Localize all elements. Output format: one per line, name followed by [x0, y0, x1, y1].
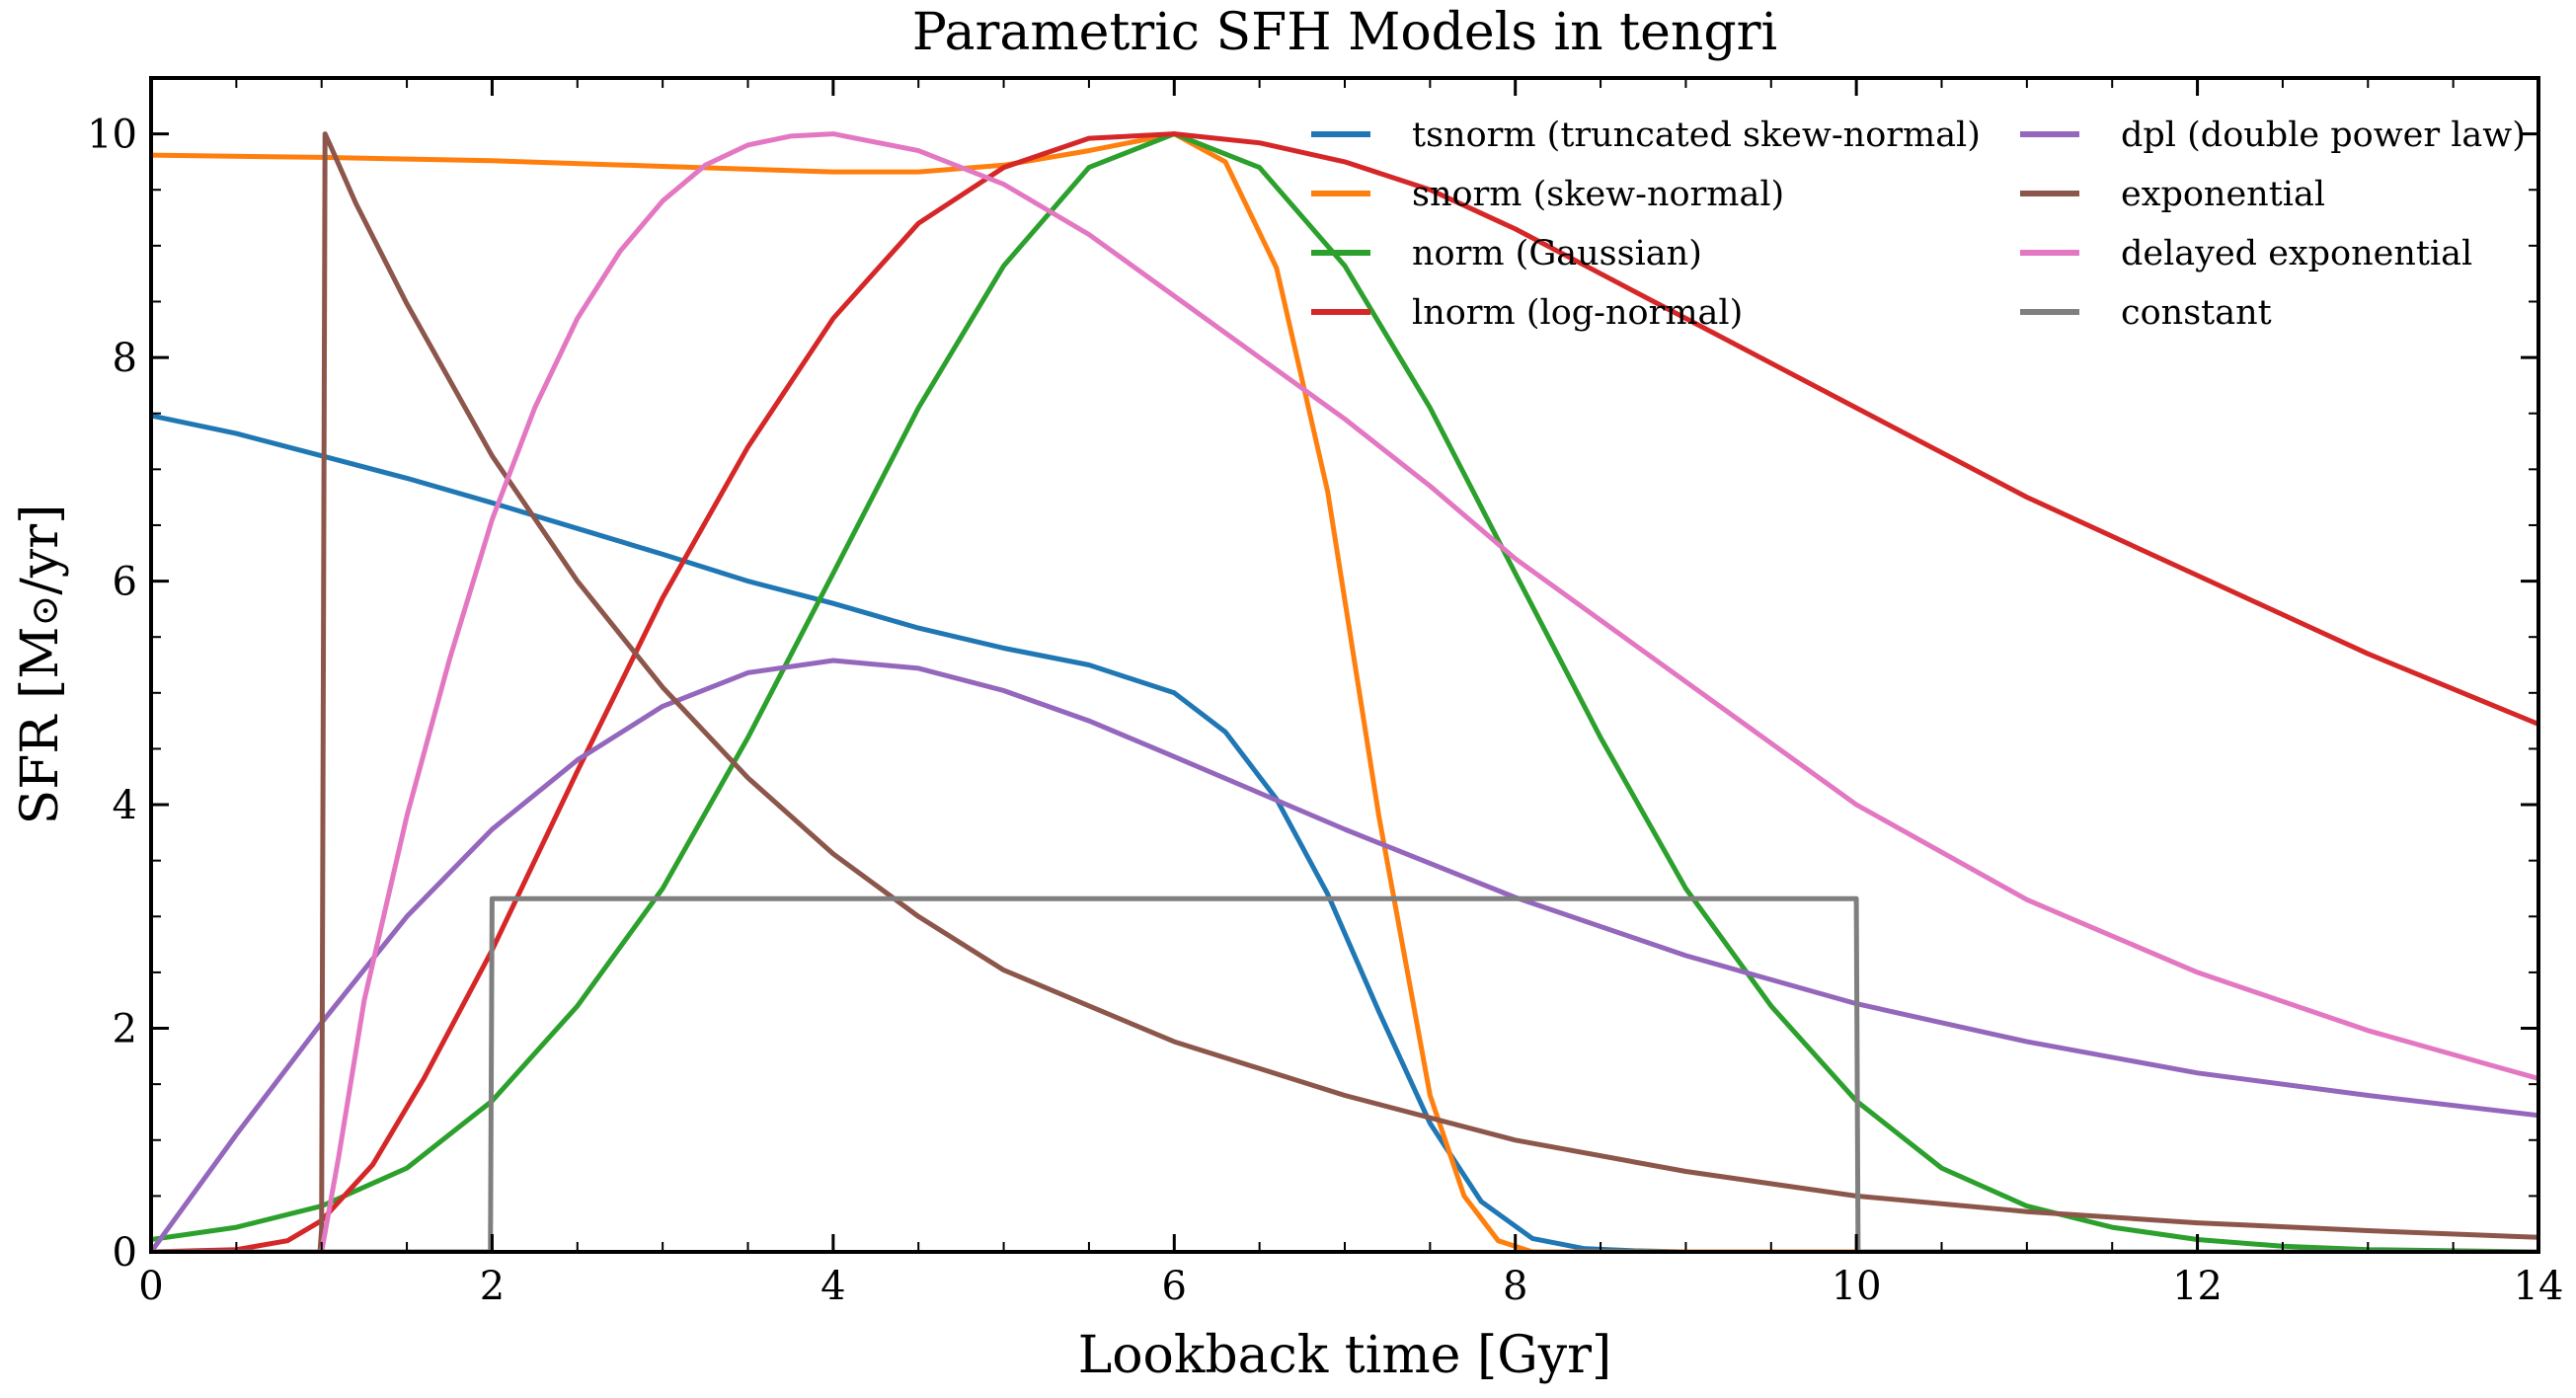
y-tick-label: 10 — [87, 113, 137, 158]
y-tick-label: 0 — [113, 1230, 137, 1276]
tick-labels-layer: 0 2 4 6 8 10 12 14 0 2 4 6 8 10 — [87, 113, 2563, 1309]
x-tick-label: 6 — [1162, 1264, 1187, 1309]
legend-item: delayed exponential — [2020, 234, 2472, 273]
legend-label: delayed exponential — [2121, 234, 2472, 273]
legend-label: lnorm (log-normal) — [1412, 293, 1743, 333]
series-line-1 — [151, 131, 2538, 1252]
y-tick-label: 6 — [113, 560, 137, 605]
y-tick-label: 4 — [113, 783, 137, 828]
chart-title: Parametric SFH Models in tengri — [912, 3, 1777, 62]
series-line-6 — [151, 131, 2538, 1252]
plot-frame — [149, 76, 2540, 1254]
series-line-5 — [151, 131, 2538, 1252]
x-axis-label: Lookback time [Gyr] — [1078, 1326, 1612, 1385]
legend-label: constant — [2121, 293, 2272, 333]
chart-legend: tsnorm (truncated skew-normal) snorm (ske… — [1311, 116, 2526, 333]
legend-label: norm (Gaussian) — [1412, 234, 1702, 273]
legend-item: exponential — [2020, 175, 2325, 214]
x-tick-label: 14 — [2514, 1264, 2564, 1309]
x-tick-label: 12 — [2172, 1264, 2223, 1309]
legend-item: constant — [2020, 293, 2272, 333]
y-axis-label: SFR [M⊙/yr] — [11, 505, 70, 825]
x-tick-label: 2 — [480, 1264, 505, 1309]
legend-item: lnorm (log-normal) — [1311, 293, 1743, 333]
legend-label: snorm (skew-normal) — [1412, 175, 1784, 214]
y-tick-label: 8 — [113, 336, 137, 381]
series-line-0 — [151, 413, 2538, 1252]
legend-item: tsnorm (truncated skew-normal) — [1311, 116, 1981, 155]
legend-item: dpl (double power law) — [2020, 116, 2526, 155]
series-line-4 — [151, 658, 2538, 1252]
legend-label: dpl (double power law) — [2121, 116, 2526, 155]
series-line-7 — [151, 895, 2538, 1252]
legend-item: snorm (skew-normal) — [1311, 175, 1784, 214]
series-layer — [151, 131, 2538, 1252]
legend-label: tsnorm (truncated skew-normal) — [1412, 116, 1981, 155]
y-tick-label: 2 — [113, 1007, 137, 1052]
x-tick-label: 4 — [820, 1264, 845, 1309]
y-axis-label-before: SFR [M — [11, 626, 70, 824]
series-line-3 — [151, 131, 2538, 1252]
legend-label: exponential — [2121, 175, 2325, 214]
x-tick-label: 0 — [138, 1264, 163, 1309]
x-tick-label: 10 — [1832, 1264, 1882, 1309]
x-tick-label: 8 — [1503, 1264, 1527, 1309]
y-axis-label-after: /yr] — [11, 505, 70, 595]
series-line-2 — [151, 131, 2538, 1252]
y-axis-label-sun-symbol: ⊙ — [23, 595, 66, 627]
legend-item: norm (Gaussian) — [1311, 234, 1702, 273]
